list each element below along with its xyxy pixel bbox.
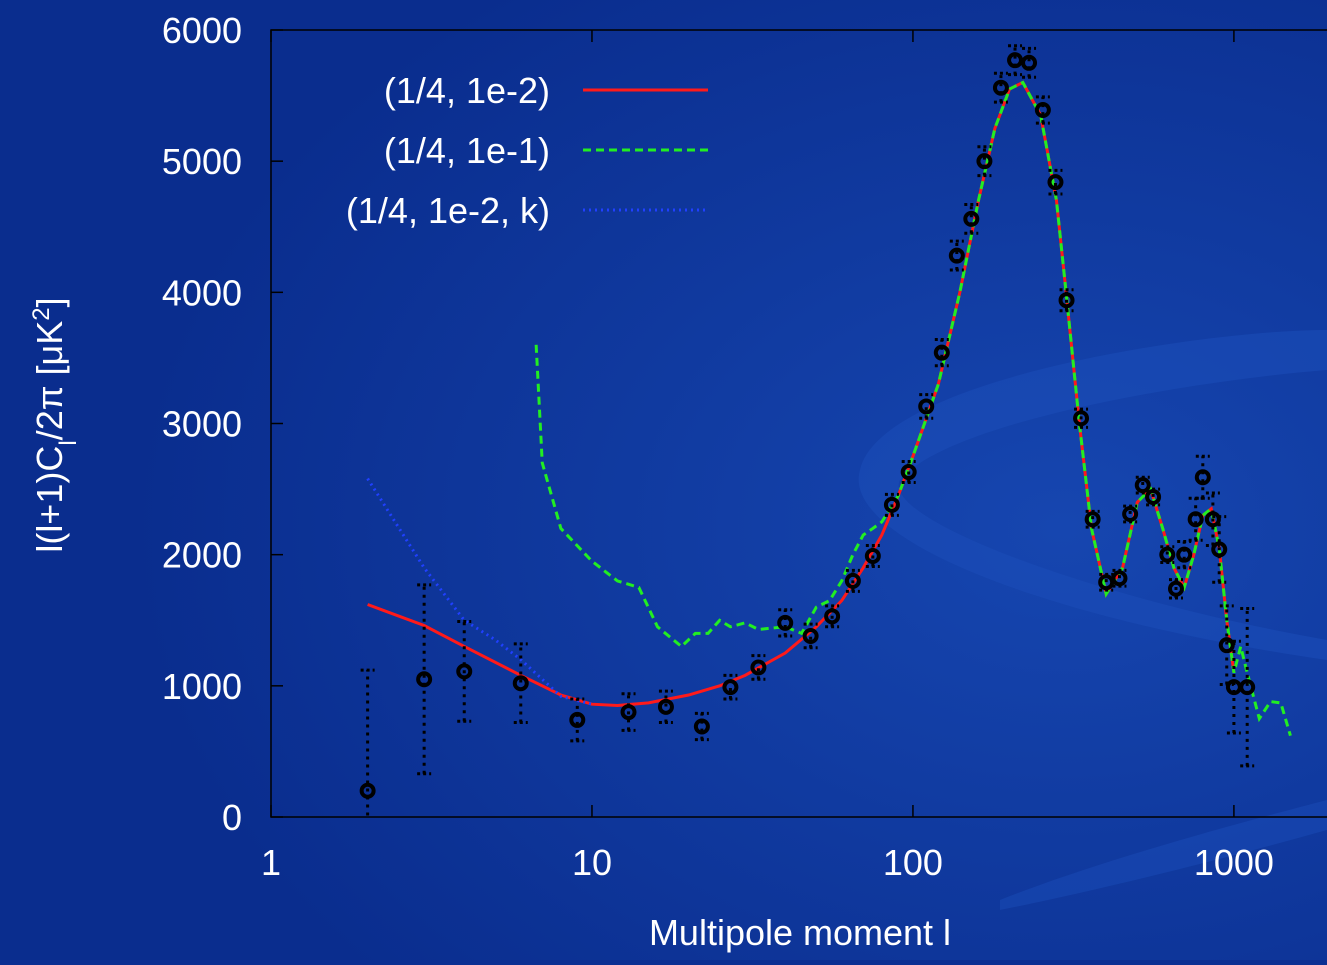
x-tick-label: 1000 bbox=[1194, 842, 1274, 883]
y-tick-label: 0 bbox=[222, 797, 242, 838]
data-point bbox=[1098, 574, 1115, 591]
x-tick-label: 1 bbox=[261, 842, 281, 883]
y-axis-label: l(l+1)Cl/2π [μK2] bbox=[28, 297, 82, 552]
data-point bbox=[963, 210, 980, 227]
y-tick-label: 1000 bbox=[162, 666, 242, 707]
data-point bbox=[824, 608, 841, 625]
data-point bbox=[1167, 580, 1184, 597]
data-point bbox=[620, 704, 637, 721]
data-point bbox=[1021, 54, 1038, 71]
data-point bbox=[1194, 469, 1211, 486]
y-tick-label: 2000 bbox=[162, 535, 242, 576]
data-point bbox=[933, 344, 950, 361]
data-point bbox=[1204, 511, 1221, 528]
legend-label: (1/4, 1e-2, k) bbox=[346, 190, 550, 231]
data-point bbox=[416, 671, 433, 688]
data-point bbox=[918, 398, 935, 415]
y-axis-label-part: 2 bbox=[28, 307, 55, 320]
data-point bbox=[992, 79, 1009, 96]
data-point bbox=[1073, 410, 1090, 427]
data-point bbox=[948, 247, 965, 264]
y-tick-label: 4000 bbox=[162, 272, 242, 313]
data-point bbox=[900, 464, 917, 481]
decor-swoosh bbox=[858, 330, 1327, 660]
data-point bbox=[722, 679, 739, 696]
legend-label: (1/4, 1e-2) bbox=[384, 70, 550, 111]
data-point bbox=[1211, 541, 1228, 558]
series-line bbox=[367, 80, 1236, 708]
data-point bbox=[1058, 292, 1075, 309]
data-point bbox=[1034, 102, 1051, 119]
data-point bbox=[1134, 477, 1151, 494]
data-point bbox=[657, 698, 674, 715]
x-tick-label: 100 bbox=[883, 842, 943, 883]
y-tick-label: 5000 bbox=[162, 141, 242, 182]
y-axis-label-part: /2π [μK bbox=[29, 321, 70, 441]
legend-label: (1/4, 1e-1) bbox=[384, 130, 550, 171]
data-point bbox=[456, 663, 473, 680]
data-point bbox=[777, 614, 794, 631]
data-point bbox=[750, 659, 767, 676]
data-point bbox=[359, 782, 376, 799]
y-tick-label: 6000 bbox=[162, 10, 242, 51]
series-line bbox=[534, 80, 1292, 737]
x-tick-label: 10 bbox=[572, 842, 612, 883]
data-point bbox=[802, 627, 819, 644]
data-point bbox=[864, 547, 881, 564]
data-point bbox=[844, 572, 861, 589]
y-tick-label: 3000 bbox=[162, 404, 242, 445]
data-point bbox=[1111, 570, 1128, 587]
x-axis-label: Multipole moment l bbox=[649, 912, 951, 953]
y-axis-label-part: l(l+1)C bbox=[29, 446, 70, 553]
data-point bbox=[1145, 488, 1162, 505]
data-point bbox=[1084, 511, 1101, 528]
decor-swoosh bbox=[1000, 800, 1327, 910]
y-axis-label-part: ] bbox=[29, 297, 70, 307]
data-point bbox=[1187, 511, 1204, 528]
data-point bbox=[693, 718, 710, 735]
plot-area bbox=[359, 44, 1292, 817]
data-point bbox=[883, 496, 900, 513]
data-point bbox=[1218, 637, 1235, 654]
data-point bbox=[1239, 679, 1256, 696]
data-point bbox=[569, 711, 586, 728]
data-point bbox=[1159, 546, 1176, 563]
data-point bbox=[976, 153, 993, 170]
data-point bbox=[1007, 52, 1024, 69]
data-point bbox=[1176, 546, 1193, 563]
data-point bbox=[512, 675, 529, 692]
y-axis-label-part: l bbox=[55, 440, 82, 445]
data-point bbox=[1122, 506, 1139, 523]
data-point bbox=[1047, 174, 1064, 191]
